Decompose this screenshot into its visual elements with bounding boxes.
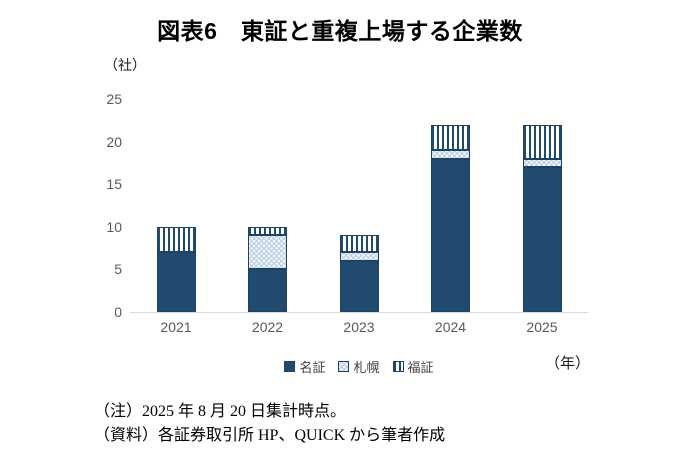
legend-label-nagoya: 名証 <box>299 360 326 375</box>
y-axis-unit-label: （社） <box>104 59 146 74</box>
legend-marker-nagoya-solid-square-icon <box>284 361 296 372</box>
bar-segment-sapporo <box>431 150 470 159</box>
legend-label-sapporo: 札幌 <box>353 360 380 375</box>
footnotes: （注）2025 年 8 月 20 日集計時点。 （資料）各証券取引所 HP、QU… <box>94 400 445 447</box>
bar-segment-fukuoka <box>248 226 287 236</box>
bar-segment-sapporo <box>339 252 379 261</box>
bar-segment-sapporo <box>248 235 287 270</box>
bar-segment-fukuoka <box>156 226 196 253</box>
y-tick-label: 15 <box>106 176 122 193</box>
x-tick-label: 2022 <box>251 319 284 335</box>
bar-segment-nagoya <box>431 158 470 312</box>
legend-item-fukuoka: 福証 <box>392 357 434 376</box>
y-tick-label: 0 <box>114 304 122 320</box>
bar-segment-fukuoka <box>431 124 470 151</box>
y-tick-label: 20 <box>106 133 122 150</box>
bar-segment-fukuoka <box>522 124 562 159</box>
x-axis-unit-label: （年） <box>545 356 591 372</box>
x-tick-label: 2024 <box>434 319 467 335</box>
legend: 名証 札幌 福証 <box>130 357 588 376</box>
legend-marker-sapporo-dotted-square-icon <box>338 361 350 372</box>
bar-segment-nagoya <box>522 167 562 312</box>
bar-segment-nagoya <box>156 252 196 312</box>
legend-item-nagoya: 名証 <box>284 357 325 376</box>
x-tick-label: 2023 <box>343 319 375 335</box>
x-tick-label: 2021 <box>160 319 192 335</box>
bar-segment-sapporo <box>522 158 562 168</box>
legend-item-sapporo: 札幌 <box>338 357 380 376</box>
bar-segment-nagoya <box>248 269 287 312</box>
bar-segment-nagoya <box>339 260 379 312</box>
y-tick-label: 5 <box>114 261 122 278</box>
legend-marker-fukuoka-striped-square-icon <box>392 361 404 372</box>
y-tick-label: 10 <box>106 218 122 235</box>
legend-label-fukuoka: 福証 <box>407 360 434 375</box>
x-tick-label: 2025 <box>526 319 558 335</box>
note-line-2: （資料）各証券取引所 HP、QUICK から筆者作成 <box>94 426 446 444</box>
plot-area <box>130 99 588 313</box>
chart-title: 図表6 東証と重複上場する企業数 <box>157 18 523 44</box>
bar-segment-fukuoka <box>339 235 379 253</box>
y-tick-label: 25 <box>106 91 122 107</box>
note-line-1: （注）2025 年 8 月 20 日集計時点。 <box>94 403 347 420</box>
